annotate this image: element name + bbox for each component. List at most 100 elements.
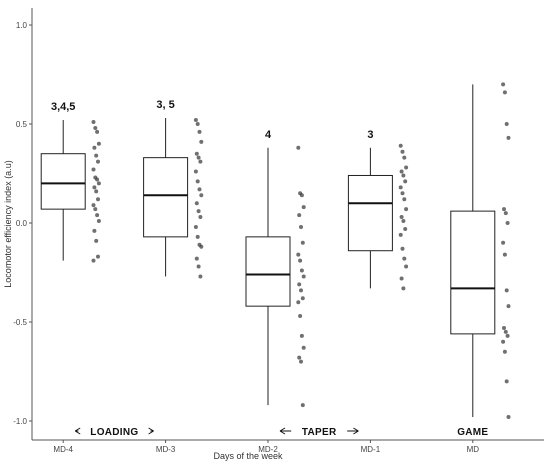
data-point bbox=[91, 167, 96, 172]
x-axis-title: Days of the week bbox=[213, 451, 283, 461]
data-point bbox=[299, 359, 303, 364]
data-point bbox=[399, 169, 404, 174]
data-point bbox=[94, 238, 99, 243]
data-point bbox=[502, 252, 507, 257]
data-point bbox=[501, 82, 506, 87]
data-point bbox=[299, 224, 303, 229]
x-tick-label: MD bbox=[467, 445, 480, 454]
data-point bbox=[94, 153, 99, 158]
data-point bbox=[398, 232, 403, 237]
data-point bbox=[506, 135, 511, 140]
data-point bbox=[401, 286, 406, 291]
data-point bbox=[301, 274, 306, 279]
data-point bbox=[94, 189, 99, 194]
data-point bbox=[93, 125, 98, 130]
phase-label: GAME bbox=[457, 427, 488, 438]
data-point bbox=[95, 213, 100, 218]
data-point bbox=[95, 177, 100, 182]
data-point bbox=[198, 159, 203, 164]
data-point bbox=[297, 213, 302, 218]
data-point bbox=[404, 264, 409, 269]
data-point bbox=[403, 179, 408, 184]
data-point bbox=[195, 122, 200, 126]
data-point bbox=[193, 169, 198, 174]
data-point bbox=[296, 252, 301, 257]
x-tick-label: MD-4 bbox=[53, 445, 73, 454]
data-point bbox=[403, 226, 408, 231]
significance-annotation: 4 bbox=[265, 129, 272, 141]
data-point bbox=[91, 120, 96, 125]
data-point bbox=[503, 329, 508, 334]
data-point bbox=[96, 159, 100, 164]
data-point bbox=[502, 90, 507, 95]
data-point bbox=[296, 145, 301, 150]
data-point bbox=[504, 288, 509, 293]
phase-label: LOADING bbox=[90, 427, 138, 438]
data-point bbox=[402, 197, 407, 202]
box-group-md-1: 3 bbox=[347, 129, 409, 291]
data-point bbox=[96, 219, 101, 224]
data-point bbox=[504, 379, 509, 384]
data-point bbox=[501, 339, 506, 344]
data-point bbox=[300, 403, 305, 408]
significance-annotation: 3, 5 bbox=[156, 99, 174, 111]
chart-labels: Days of the week Locomotor efficiency ind… bbox=[3, 160, 488, 461]
data-point bbox=[96, 254, 100, 259]
data-point bbox=[401, 173, 406, 178]
y-tick-label: 0.0 bbox=[16, 219, 28, 228]
data-point bbox=[301, 345, 306, 350]
data-point bbox=[505, 221, 510, 225]
data-point bbox=[199, 193, 204, 198]
x-tick-label: MD-2 bbox=[258, 445, 278, 454]
data-point bbox=[400, 149, 405, 154]
data-point bbox=[196, 155, 201, 160]
data-point bbox=[501, 240, 506, 245]
data-point bbox=[194, 151, 199, 156]
data-point bbox=[96, 197, 100, 202]
data-point bbox=[198, 215, 203, 220]
data-point bbox=[194, 201, 199, 206]
data-point bbox=[301, 205, 306, 210]
box-iqr bbox=[450, 210, 496, 335]
box-iqr bbox=[347, 174, 393, 252]
data-point bbox=[93, 207, 98, 212]
data-point bbox=[298, 258, 303, 263]
data-point bbox=[297, 355, 302, 360]
y-tick-label: -0.5 bbox=[13, 318, 27, 327]
data-point bbox=[195, 234, 200, 239]
data-point bbox=[196, 264, 201, 269]
box-iqr bbox=[143, 157, 189, 238]
data-point bbox=[198, 274, 203, 279]
arrow-head bbox=[353, 427, 359, 435]
y-axis-title: Locomotor efficiency index (a.u) bbox=[3, 160, 13, 287]
data-point bbox=[402, 155, 407, 160]
x-tick-label: MD-1 bbox=[361, 445, 381, 454]
data-point bbox=[299, 193, 304, 198]
box-group-md bbox=[450, 82, 511, 420]
data-point bbox=[401, 219, 406, 224]
y-tick-label: 1.0 bbox=[16, 21, 28, 30]
data-point bbox=[299, 333, 304, 338]
plot-area: 3,4,5 3, 5 4 3 bbox=[40, 82, 511, 420]
data-point bbox=[299, 268, 304, 273]
box-group-md-2: 4 bbox=[245, 129, 306, 408]
data-point bbox=[506, 304, 511, 309]
y-tick-label: -1.0 bbox=[13, 417, 27, 426]
box-iqr bbox=[40, 153, 86, 210]
data-point bbox=[197, 187, 202, 192]
data-point bbox=[300, 240, 305, 245]
data-point bbox=[196, 209, 201, 214]
significance-annotation: 3,4,5 bbox=[51, 101, 75, 113]
data-point bbox=[96, 181, 101, 186]
box-group-md-4: 3,4,5 bbox=[40, 101, 101, 263]
data-point bbox=[199, 139, 204, 144]
phase-taper: TAPER bbox=[279, 427, 359, 438]
data-point bbox=[504, 122, 509, 126]
box-group-md-3: 3, 5 bbox=[143, 99, 204, 279]
phase-loading: LOADING bbox=[74, 427, 154, 438]
significance-annotation: 3 bbox=[367, 129, 373, 141]
data-point bbox=[193, 224, 198, 229]
data-point bbox=[502, 325, 506, 330]
data-point bbox=[505, 333, 510, 338]
